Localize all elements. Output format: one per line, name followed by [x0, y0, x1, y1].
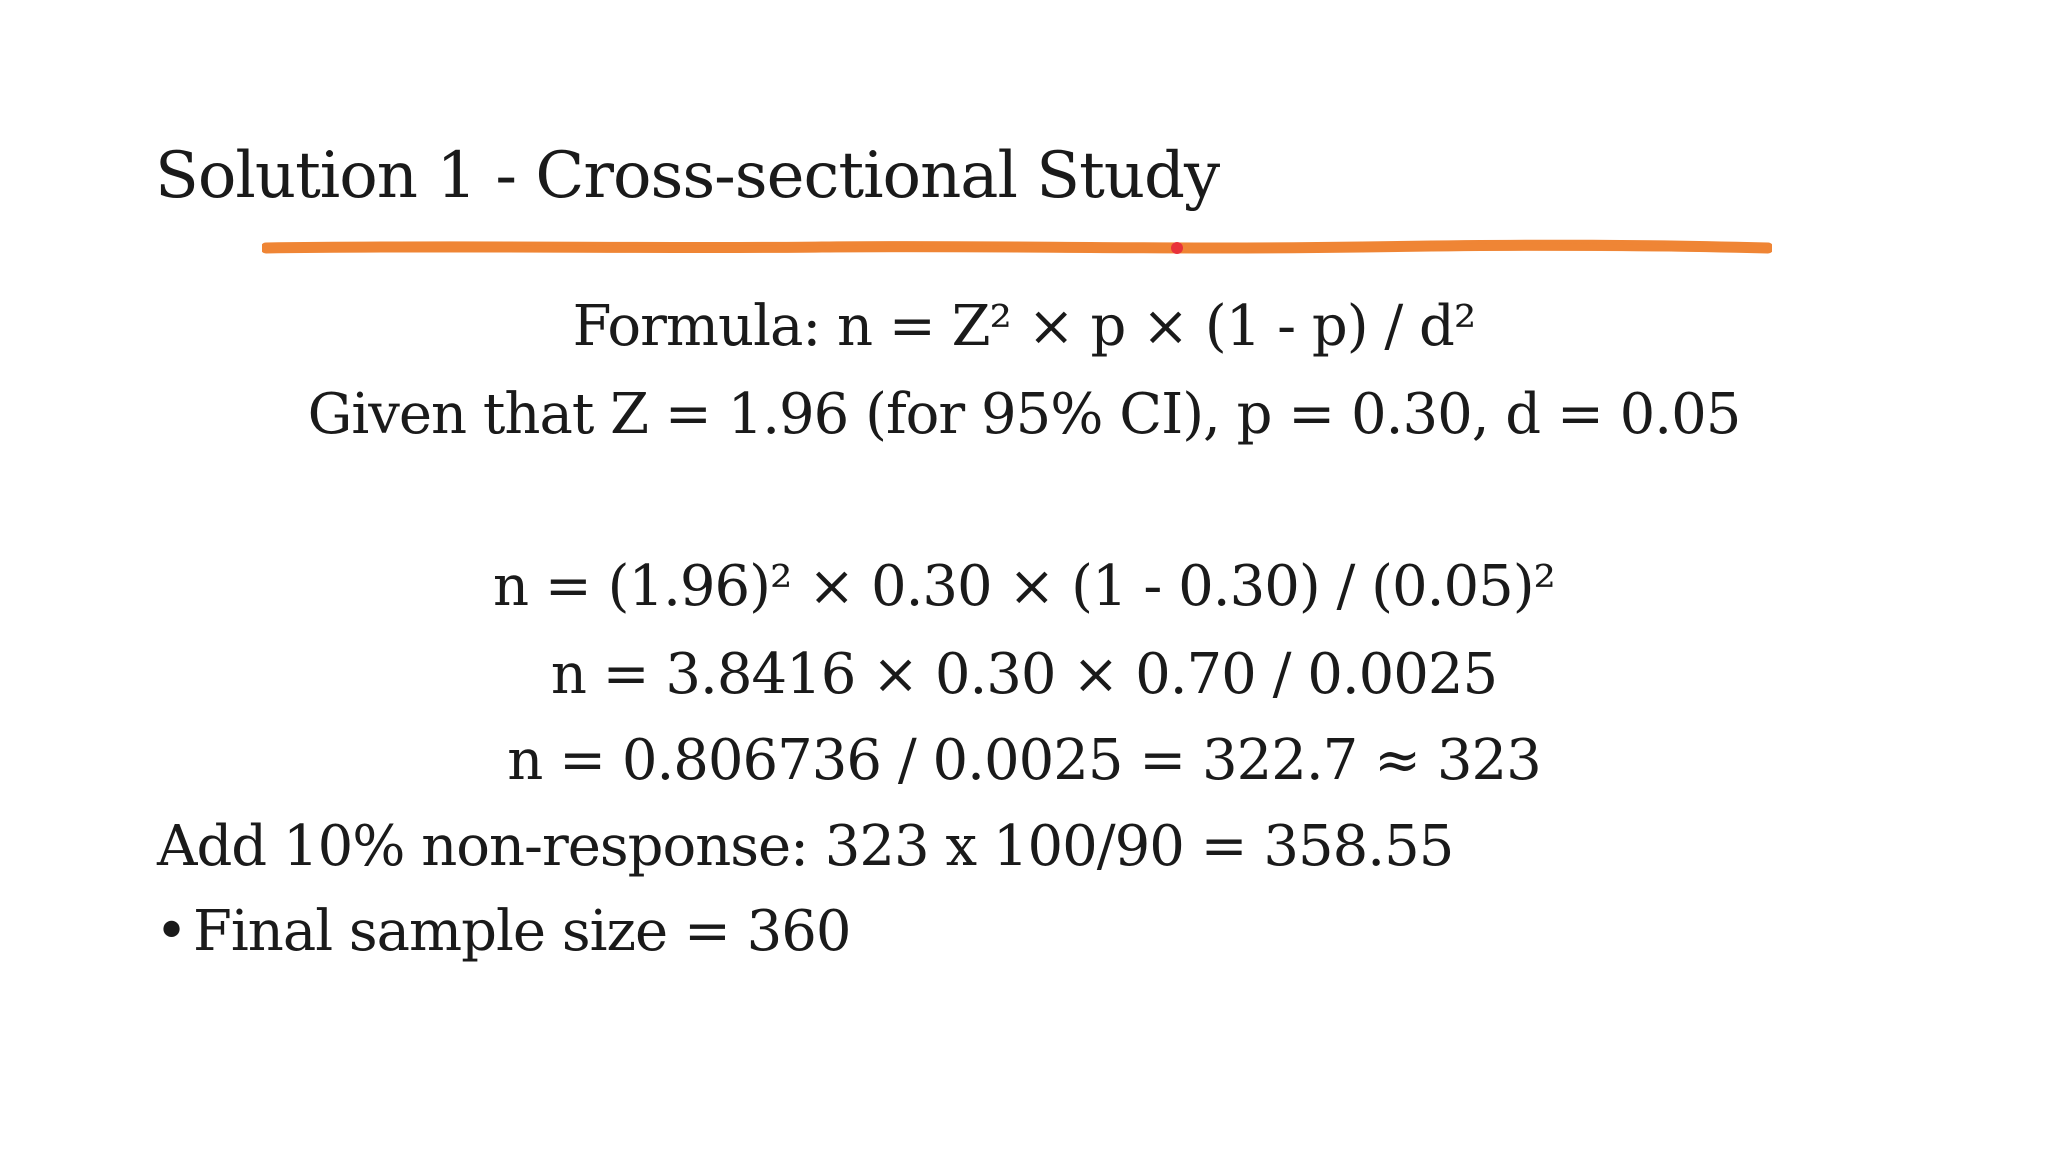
- given-line: Given that Z = 1.96 (for 95% CI), p = 0.…: [307, 382, 1742, 447]
- slide-title: Solution 1 - Cross-sectional Study: [155, 139, 1220, 213]
- bullet-text: Final sample size = 360: [193, 899, 852, 964]
- final-sample-size-bullet: • Final sample size = 360: [155, 897, 852, 967]
- title-underline: [262, 239, 1772, 254]
- calculation-step-1: n = (1.96)² × 0.30 × (1 - 0.30) / (0.05)…: [493, 554, 1556, 619]
- non-response-line: Add 10% non-response: 323 x 100/90 = 358…: [157, 814, 1454, 879]
- bullet-icon: •: [155, 899, 188, 964]
- calculation-step-2: n = 3.8416 × 0.30 × 0.70 / 0.0025: [550, 642, 1498, 707]
- formula-line: Formula: n = Z² × p × (1 - p) / d²: [572, 294, 1477, 359]
- calculation-step-3: n = 0.806736 / 0.0025 = 322.7 ≈ 323: [507, 728, 1541, 793]
